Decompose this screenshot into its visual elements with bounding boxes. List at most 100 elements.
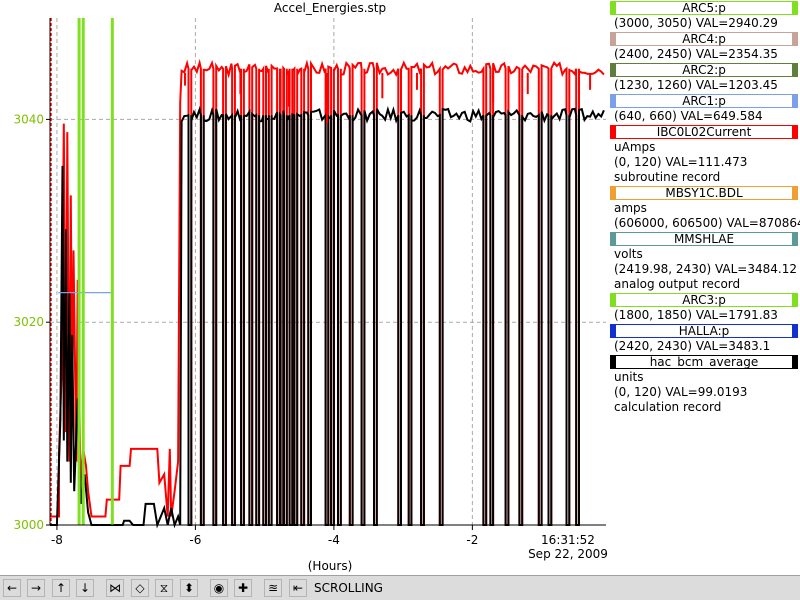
legend-color-swatch [610,232,616,246]
legend-item-arc1-p[interactable]: ARC1:p [610,94,798,108]
series-line-ibc0l02current [50,58,605,526]
toolbar: SCROLLING ← → ↑ ↓ ⋈ ◇ ⧖ ⬍ ◉ ✚ ≊ ⇤ [0,575,800,600]
y-tick-label-2: 3040 [13,112,44,126]
legend-item-detail: volts [614,247,643,261]
x-tick-label-1: -6 [189,533,201,547]
zoom-in-x-button[interactable]: ⋈ [106,579,124,597]
legend-item-label: ARC4:p [682,32,726,46]
legend-item-detail: (2420, 2430) VAL=3483.1 [614,339,771,353]
add-marker-button[interactable]: ✚ [234,579,252,597]
legend-color-swatch [610,186,616,200]
add-marker-icon: ✚ [237,581,249,595]
legend-color-swatch [610,125,616,139]
legend-color-swatch [792,293,798,307]
legend-color-swatch [610,324,616,338]
zoom-out-y-icon: ⬍ [183,581,195,595]
legend-item-detail: (640, 660) VAL=649.584 [614,109,763,123]
legend-color-swatch [792,94,798,108]
scroll-left-icon: ← [6,581,18,595]
zoom-reset-icon: ◉ [213,581,225,595]
x-axis-label: (Hours) [308,559,353,573]
legend-color-swatch [610,1,616,15]
zoom-out-x-icon: ◇ [135,581,145,595]
legend-item-halla-p[interactable]: HALLA:p [610,324,798,338]
legend: ARC5:p (3000, 3050) VAL=2940.29 ARC4:p (240… [608,0,800,575]
legend-color-swatch [792,1,798,15]
legend-color-swatch [792,232,798,246]
autoscale-button[interactable]: ≊ [264,579,282,597]
legend-color-swatch [610,293,616,307]
legend-item-arc4-p[interactable]: ARC4:p [610,32,798,46]
scroll-up-icon: ↑ [55,581,67,595]
legend-item-detail: uAmps [614,140,656,154]
legend-item-detail: (0, 120) VAL=111.473 [614,155,748,169]
legend-item-detail: (2400, 2450) VAL=2354.35 [614,47,778,61]
legend-item-label: MBSY1C.BDL [665,186,743,200]
x-tick-label-2: -4 [328,533,340,547]
legend-color-swatch [792,125,798,139]
legend-item-detail: units [614,370,644,384]
zoom-in-y-icon: ⧖ [159,581,169,595]
autoscale-icon: ≊ [267,581,279,595]
legend-color-swatch [792,355,798,369]
legend-item-hac-bcm-average[interactable]: hac_bcm_average [610,355,798,369]
legend-color-swatch [792,32,798,46]
legend-color-swatch [792,186,798,200]
scroll-right-button[interactable]: → [27,579,45,597]
legend-color-swatch [792,324,798,338]
legend-item-arc2-p[interactable]: ARC2:p [610,63,798,77]
legend-item-detail: (0, 120) VAL=99.0193 [614,385,748,399]
legend-color-swatch [610,355,616,369]
legend-item-ibc0l02current[interactable]: IBC0L02Current [610,125,798,139]
scroll-right-icon: → [30,581,42,595]
scroll-mode-icon: ⇤ [292,581,304,595]
legend-item-detail: amps [614,201,647,215]
legend-item-label: MMSHLAE [673,232,735,246]
legend-item-detail: (1230, 1260) VAL=1203.45 [614,78,778,92]
legend-item-label: ARC5:p [682,1,726,15]
legend-color-swatch [792,63,798,77]
legend-item-label: ARC1:p [682,94,726,108]
zoom-in-x-icon: ⋈ [109,581,121,595]
legend-item-mmshlae[interactable]: MMSHLAE [610,232,798,246]
scroll-left-button[interactable]: ← [3,579,21,597]
zoom-reset-button[interactable]: ◉ [210,579,228,597]
legend-item-label: ARC2:p [682,63,726,77]
legend-item-label: hac_bcm_average [649,355,759,369]
legend-item-label: ARC3:p [682,293,726,307]
legend-item-mbsy1c-bdl[interactable]: MBSY1C.BDL [610,186,798,200]
scroll-up-button[interactable]: ↑ [52,579,70,597]
legend-item-label: HALLA:p [678,324,730,338]
legend-item-arc3-p[interactable]: ARC3:p [610,293,798,307]
legend-item-label: IBC0L02Current [656,125,752,139]
legend-color-swatch [610,94,616,108]
x-tick-label-3: -2 [466,533,478,547]
legend-item-arc5-p[interactable]: ARC5:p [610,1,798,15]
y-tick-label-0: 3000 [13,518,44,532]
legend-color-swatch [610,63,616,77]
x-time-label-0: 16:31:52 [541,533,595,547]
zoom-out-x-button[interactable]: ◇ [131,579,149,597]
zoom-out-y-button[interactable]: ⬍ [180,579,198,597]
y-tick-label-1: 3020 [13,315,44,329]
legend-item-detail: (606000, 606500) VAL=870864 [614,216,800,230]
legend-color-swatch [610,32,616,46]
legend-item-detail: subroutine record [614,170,721,184]
chart-title: Accel_Energies.stp [273,1,387,15]
series-layer [50,18,605,529]
zoom-in-y-button[interactable]: ⧖ [155,579,173,597]
scroll-mode-button[interactable]: ⇤ [289,579,307,597]
x-tick-label-0: -8 [51,533,63,547]
legend-item-detail: (2419.98, 2430) VAL=3484.12 [614,262,797,276]
legend-item-detail: (1800, 1850) VAL=1791.83 [614,308,778,322]
x-time-label-1: Sep 22, 2009 [528,547,608,561]
scroll-down-button[interactable]: ↓ [76,579,94,597]
scroll-down-icon: ↓ [79,581,91,595]
legend-item-detail: calculation record [614,400,722,414]
axes [49,18,606,526]
legend-item-detail: (3000, 3050) VAL=2940.29 [614,16,778,30]
series-line-hac-bcm-average [50,105,605,529]
scroll-status: SCROLLING [314,581,383,595]
